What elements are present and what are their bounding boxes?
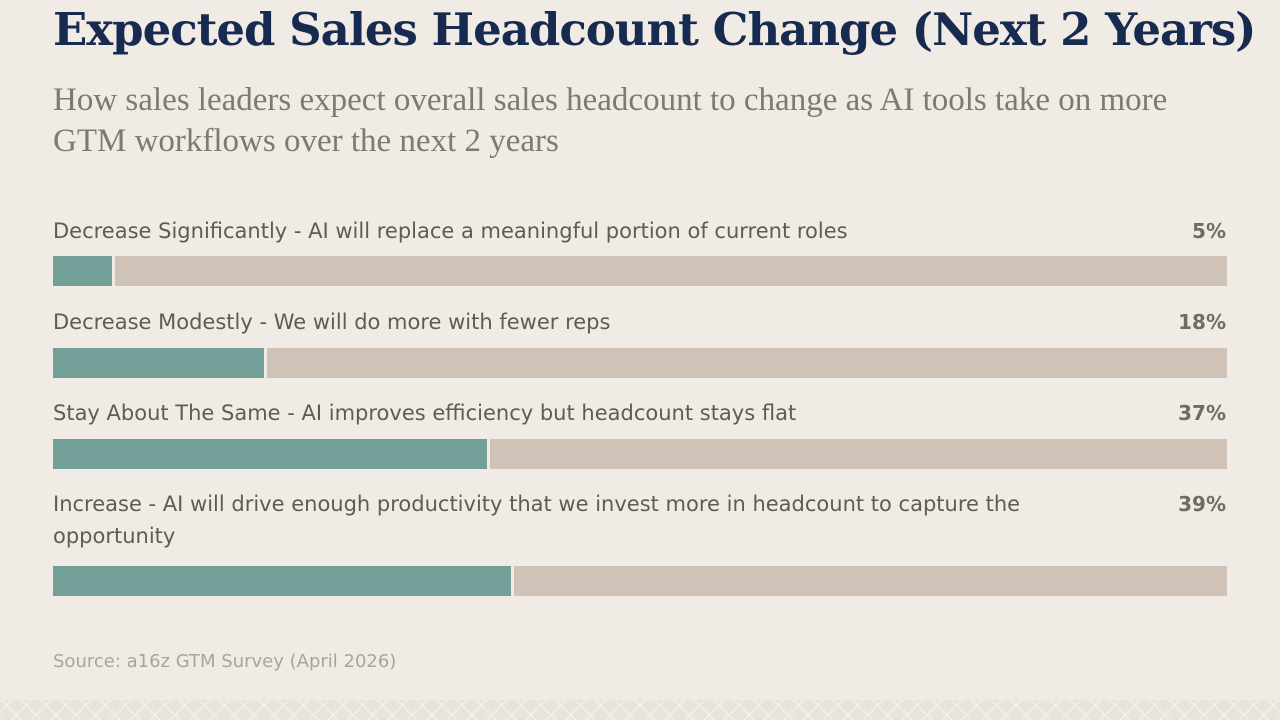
bar-fill [53,348,267,378]
source-note: Source: a16z GTM Survey (April 2026) [53,651,397,672]
bar-value-label: 18% [1178,310,1226,334]
bar-track [53,439,1227,469]
bar-track [53,348,1227,378]
bar-label: Stay About The Same - AI improves effici… [53,401,797,425]
bar-fill [53,439,490,469]
bar-label: Decrease Significantly - AI will replace… [53,219,848,243]
bar-label: Increase - AI will drive enough producti… [53,492,1021,548]
bar-value-label: 37% [1178,401,1226,425]
bar-track [53,256,1227,286]
chart-title: Expected Sales Headcount Change (Next 2 … [53,3,1256,56]
bar-label: Decrease Modestly - We will do more with… [53,310,611,334]
bar-track [53,566,1227,596]
bar-fill [53,256,115,286]
chart-subtitle: How sales leaders expect overall sales h… [53,82,1168,159]
bar-value-label: 39% [1178,492,1226,516]
bar-value-label: 5% [1192,219,1226,243]
bar-fill [53,566,514,596]
footer-pattern [0,700,1280,720]
